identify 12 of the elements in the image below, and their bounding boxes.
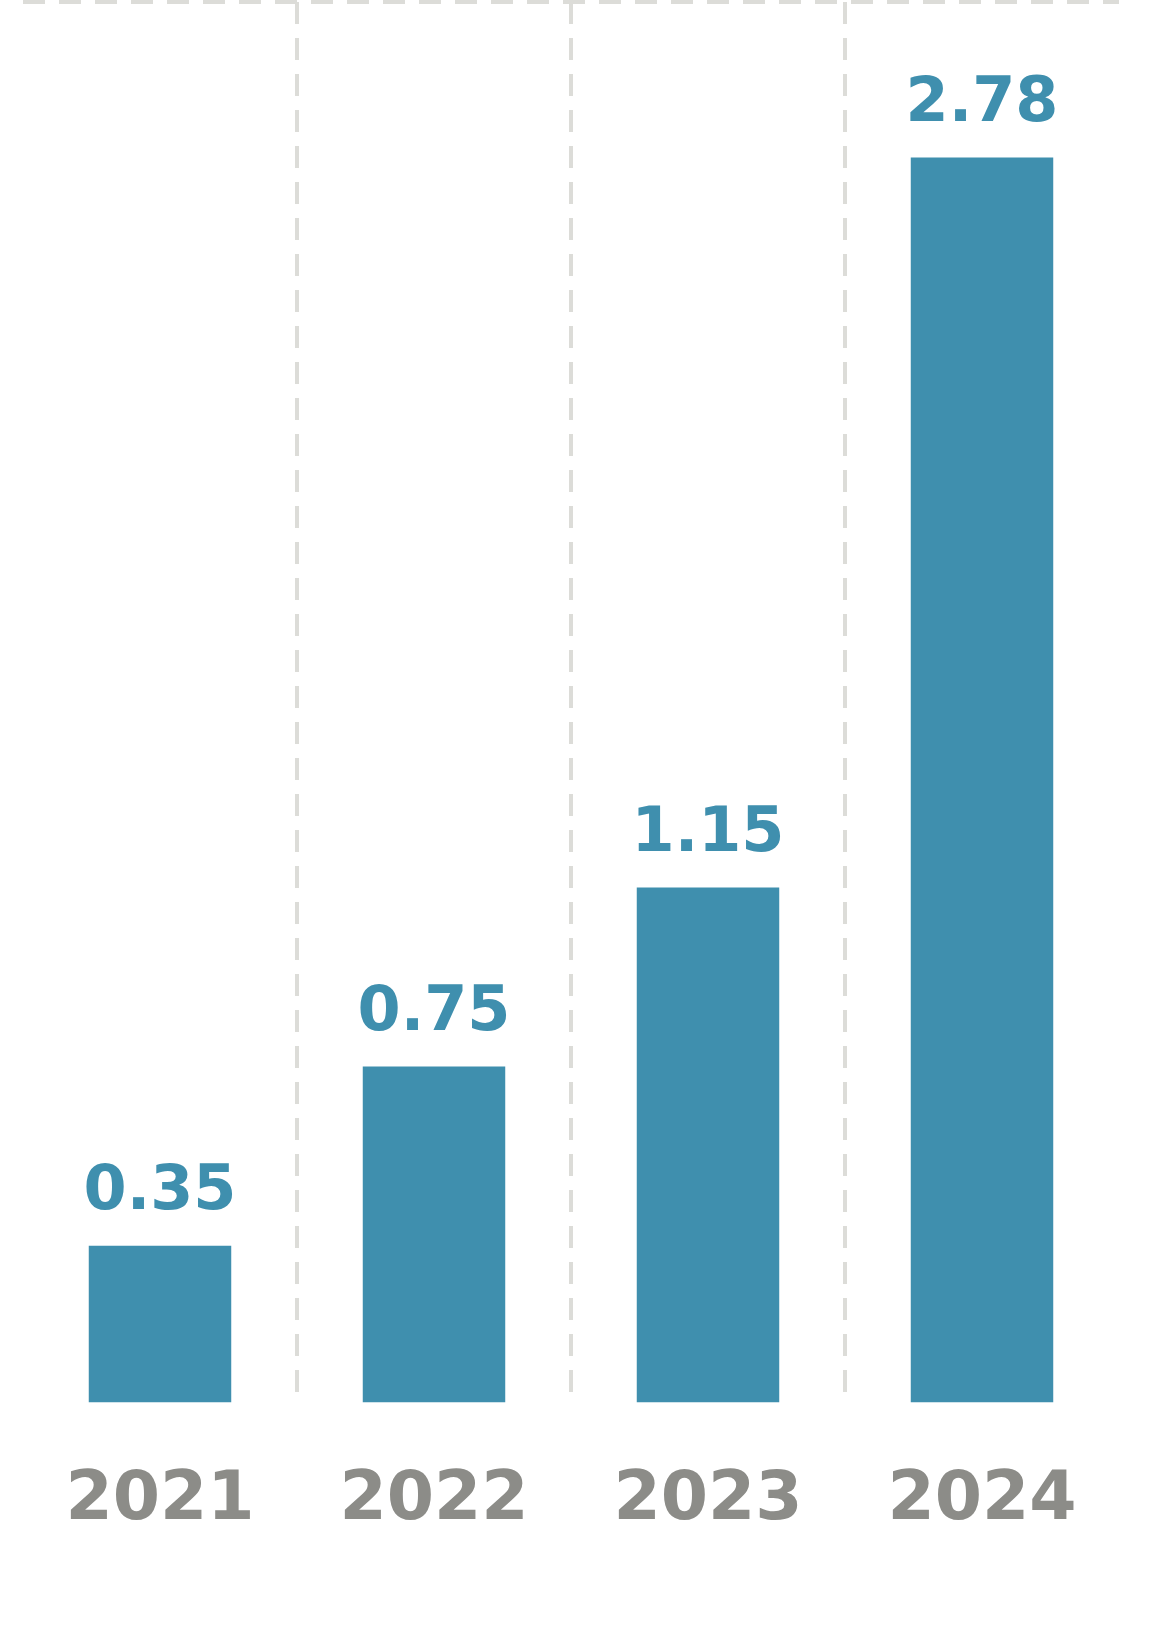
x-tick-label: 2021: [65, 1455, 255, 1535]
bar: [910, 157, 1054, 1403]
x-tick-label: 2022: [339, 1455, 529, 1535]
data-label: 0.75: [357, 971, 511, 1045]
bar: [636, 887, 780, 1403]
x-tick-label: 2023: [613, 1455, 803, 1535]
data-label: 0.35: [83, 1150, 237, 1224]
bar: [362, 1066, 506, 1403]
bar: [88, 1245, 232, 1403]
data-label: 1.15: [631, 792, 785, 866]
data-label: 2.78: [905, 62, 1059, 136]
x-tick-label: 2024: [887, 1455, 1077, 1535]
